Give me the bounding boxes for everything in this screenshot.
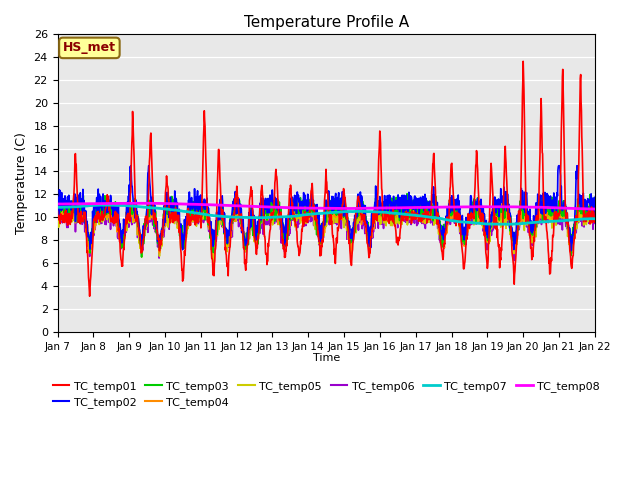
TC_temp07 (54, 204, 61, 210)
TC_temp04 (173, 212, 181, 218)
TC_temp02 (591, 216, 598, 222)
Line: TC_temp02: TC_temp02 (58, 166, 595, 251)
TC_temp03 (54, 205, 61, 211)
TC_temp02 (127, 163, 135, 168)
Legend: TC_temp01, TC_temp02, TC_temp03, TC_temp04, TC_temp05, TC_temp06, TC_temp07, TC_: TC_temp01, TC_temp02, TC_temp03, TC_temp… (48, 376, 604, 412)
TC_temp01 (54, 209, 61, 215)
TC_temp02 (234, 210, 241, 216)
TC_temp08 (480, 204, 488, 210)
TC_temp08 (137, 200, 145, 206)
TC_temp06 (447, 200, 455, 206)
TC_temp06 (234, 214, 241, 219)
TC_temp06 (173, 219, 181, 225)
TC_temp01 (591, 217, 598, 223)
TC_temp05 (173, 208, 181, 214)
TC_temp07 (234, 214, 241, 220)
TC_temp02 (480, 223, 488, 229)
TC_temp04 (410, 208, 418, 214)
TC_temp05 (234, 208, 241, 214)
Line: TC_temp06: TC_temp06 (58, 203, 595, 261)
TC_temp06 (480, 222, 488, 228)
TC_temp01 (86, 293, 93, 299)
TC_temp05 (54, 204, 61, 210)
TC_temp01 (410, 214, 418, 220)
TC_temp06 (160, 229, 168, 235)
Line: TC_temp05: TC_temp05 (58, 203, 595, 263)
Title: Temperature Profile A: Temperature Profile A (244, 15, 409, 30)
TC_temp06 (510, 258, 518, 264)
TC_temp05 (209, 260, 217, 265)
TC_temp03 (480, 219, 488, 225)
TC_temp07 (410, 212, 418, 218)
TC_temp07 (173, 207, 181, 213)
TC_temp03 (138, 254, 145, 260)
TC_temp08 (173, 201, 181, 207)
TC_temp04 (234, 211, 241, 216)
TC_temp01 (234, 195, 241, 201)
Line: TC_temp07: TC_temp07 (58, 205, 595, 224)
TC_temp04 (160, 219, 168, 225)
TC_temp04 (591, 207, 598, 213)
TC_temp07 (495, 221, 503, 227)
TC_temp01 (528, 257, 536, 263)
Line: TC_temp03: TC_temp03 (58, 192, 595, 257)
TC_temp05 (337, 200, 344, 206)
TC_temp07 (591, 216, 598, 222)
TC_temp06 (591, 220, 598, 226)
TC_temp04 (170, 196, 177, 202)
Line: TC_temp04: TC_temp04 (58, 199, 595, 253)
TC_temp08 (527, 204, 535, 210)
Line: TC_temp08: TC_temp08 (58, 203, 595, 209)
TC_temp04 (481, 218, 488, 224)
TC_temp02 (410, 198, 418, 204)
TC_temp08 (54, 201, 61, 207)
TC_temp08 (234, 203, 241, 209)
TC_temp02 (527, 222, 535, 228)
TC_temp05 (591, 215, 598, 221)
TC_temp05 (481, 222, 488, 228)
TC_temp01 (173, 214, 181, 219)
TC_temp07 (480, 221, 488, 227)
Text: HS_met: HS_met (63, 41, 116, 54)
TC_temp05 (410, 209, 418, 215)
TC_temp04 (54, 203, 61, 208)
TC_temp03 (161, 213, 168, 218)
TC_temp07 (95, 202, 103, 208)
TC_temp02 (161, 203, 168, 208)
TC_temp02 (173, 200, 181, 206)
TC_temp03 (502, 190, 510, 195)
TC_temp01 (161, 207, 168, 213)
TC_temp06 (54, 212, 61, 218)
TC_temp03 (410, 204, 418, 209)
TC_temp07 (528, 220, 536, 226)
TC_temp03 (591, 206, 598, 212)
TC_temp01 (480, 221, 488, 227)
TC_temp08 (591, 206, 598, 212)
TC_temp01 (519, 59, 527, 64)
X-axis label: Time: Time (312, 353, 340, 363)
Y-axis label: Temperature (C): Temperature (C) (15, 132, 28, 234)
TC_temp02 (568, 248, 575, 253)
TC_temp03 (528, 231, 536, 237)
TC_temp08 (589, 206, 597, 212)
TC_temp08 (410, 204, 418, 210)
TC_temp07 (161, 206, 168, 212)
TC_temp03 (173, 211, 181, 217)
Line: TC_temp01: TC_temp01 (58, 61, 595, 296)
TC_temp02 (54, 200, 61, 206)
TC_temp04 (348, 251, 355, 256)
TC_temp05 (160, 221, 168, 227)
TC_temp04 (528, 230, 536, 236)
TC_temp06 (528, 232, 536, 238)
TC_temp03 (234, 198, 241, 204)
TC_temp05 (528, 227, 536, 232)
TC_temp06 (410, 213, 417, 218)
TC_temp08 (161, 201, 168, 206)
